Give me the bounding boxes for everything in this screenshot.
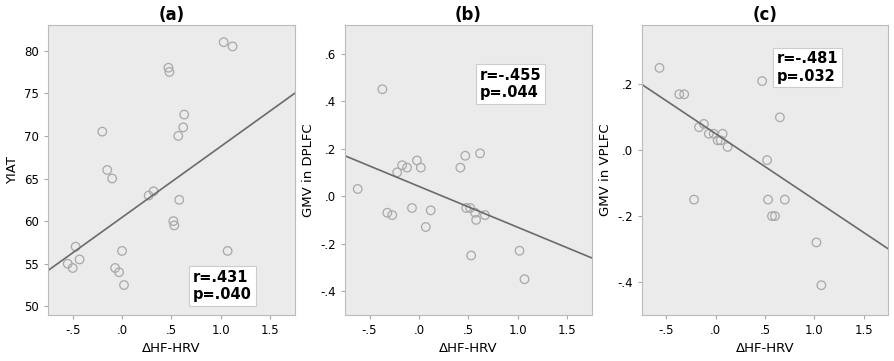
Point: [176, 125, 190, 130]
Point: [814, 282, 829, 288]
Point: [706, 131, 721, 137]
Point: [761, 197, 775, 203]
Point: [713, 138, 728, 143]
X-axis label: ΔHF-HRV: ΔHF-HRV: [736, 343, 795, 356]
Point: [162, 69, 176, 75]
Point: [161, 65, 175, 71]
Point: [409, 158, 424, 164]
Point: [473, 151, 487, 156]
Point: [819, 62, 833, 68]
Point: [225, 44, 240, 49]
Title: (b): (b): [455, 5, 482, 23]
Text: r=-.481
p=.032: r=-.481 p=.032: [777, 52, 839, 84]
Point: [768, 213, 782, 219]
Point: [692, 124, 706, 130]
Point: [173, 197, 187, 203]
Point: [375, 86, 390, 92]
Point: [672, 91, 687, 97]
Point: [696, 121, 711, 127]
X-axis label: ΔHF-HRV: ΔHF-HRV: [439, 343, 498, 356]
Point: [469, 217, 484, 223]
Point: [453, 165, 468, 170]
Point: [216, 39, 231, 45]
Point: [468, 210, 482, 216]
Point: [478, 212, 493, 218]
Point: [395, 162, 409, 168]
Point: [69, 244, 83, 249]
Point: [141, 193, 156, 199]
Point: [105, 175, 119, 181]
Y-axis label: GMV in VPLFC: GMV in VPLFC: [598, 124, 611, 216]
Point: [463, 205, 477, 211]
Point: [95, 129, 109, 135]
Point: [687, 197, 701, 203]
X-axis label: ΔHF-HRV: ΔHF-HRV: [142, 343, 200, 356]
Point: [518, 277, 532, 282]
Point: [755, 78, 769, 84]
Point: [61, 261, 75, 267]
Point: [72, 257, 87, 262]
Point: [809, 240, 823, 245]
Point: [112, 269, 126, 275]
Point: [512, 248, 527, 254]
Text: r=-.455
p=.044: r=-.455 p=.044: [480, 68, 542, 100]
Point: [108, 265, 122, 271]
Point: [778, 197, 792, 203]
Point: [715, 131, 730, 137]
Point: [702, 131, 716, 137]
Point: [400, 165, 414, 170]
Point: [424, 208, 438, 213]
Point: [166, 218, 181, 224]
Point: [653, 65, 667, 71]
Point: [177, 112, 191, 117]
Text: r=.431
p=.040: r=.431 p=.040: [193, 270, 252, 302]
Point: [167, 222, 181, 228]
Point: [100, 167, 114, 173]
Point: [350, 186, 365, 192]
Y-axis label: YIAT: YIAT: [5, 156, 19, 184]
Point: [221, 248, 235, 254]
Point: [765, 213, 780, 219]
Point: [147, 188, 161, 194]
Point: [464, 253, 478, 258]
Point: [385, 212, 400, 218]
Point: [380, 210, 394, 216]
Point: [721, 144, 735, 150]
Point: [458, 153, 472, 158]
Point: [414, 165, 428, 170]
Point: [390, 169, 404, 175]
Title: (a): (a): [158, 5, 184, 23]
Point: [677, 91, 691, 97]
Point: [114, 248, 129, 254]
Title: (c): (c): [753, 5, 778, 23]
Point: [711, 138, 725, 143]
Point: [171, 133, 185, 139]
Point: [418, 224, 433, 230]
Point: [117, 282, 131, 288]
Point: [772, 114, 787, 120]
Point: [460, 205, 474, 211]
Y-axis label: GMV in DPLFC: GMV in DPLFC: [301, 123, 315, 217]
Point: [405, 205, 419, 211]
Point: [760, 157, 774, 163]
Point: [65, 265, 80, 271]
